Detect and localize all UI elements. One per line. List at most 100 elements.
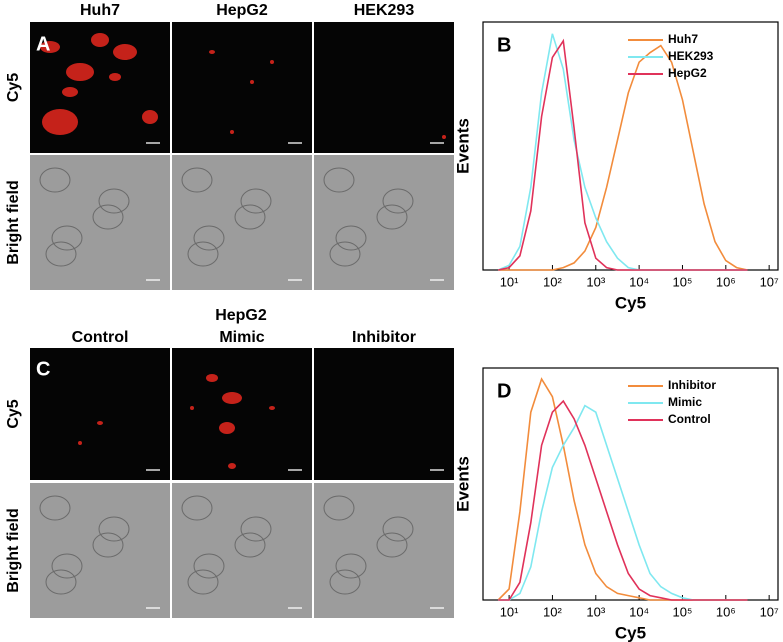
brightfield-image (172, 483, 312, 618)
fluorescence-image (314, 348, 454, 480)
x-tick-label: 10¹ (500, 604, 519, 619)
cell-signal (219, 422, 235, 434)
cell-signal (442, 135, 446, 139)
cell-signal (270, 60, 274, 64)
legend-label: Control (668, 412, 711, 426)
column-label: Control (72, 329, 129, 346)
cell-signal (230, 130, 234, 134)
cell-signal (113, 44, 137, 60)
x-axis-label: Cy5 (615, 623, 646, 642)
panel-label: B (497, 34, 511, 56)
cell-signal (222, 392, 242, 404)
x-tick-label: 10² (543, 604, 562, 619)
cell-outline (240, 188, 272, 214)
cell-outline (181, 495, 213, 521)
cell-outline (45, 569, 77, 595)
row-label: Cy5 (5, 73, 22, 102)
cell-outline (45, 241, 77, 267)
cell-outline (335, 225, 367, 251)
column-label: Inhibitor (352, 329, 416, 346)
legend-label: HepG2 (668, 66, 707, 80)
cell-outline (193, 553, 225, 579)
column-label: HEK293 (354, 2, 415, 19)
column-label: HepG2 (216, 2, 268, 19)
x-tick-label: 10³ (586, 274, 605, 289)
column-label: Huh7 (80, 2, 120, 19)
brightfield-image (314, 483, 454, 618)
legend-label: Mimic (668, 395, 702, 409)
cell-outline (187, 241, 219, 267)
histogram-line (498, 399, 748, 601)
panel-label: A (36, 33, 50, 55)
cell-outline (329, 241, 361, 267)
x-tick-label: 10⁴ (629, 604, 649, 619)
row-label: Cy5 (5, 399, 22, 428)
cell-outline (234, 532, 266, 558)
fluorescence-image (314, 22, 454, 153)
cell-signal (206, 374, 218, 382)
brightfield-image (172, 155, 312, 290)
x-tick-label: 10⁶ (716, 604, 736, 619)
cell-outline (98, 516, 130, 542)
cell-outline (193, 225, 225, 251)
cell-signal (142, 110, 158, 124)
histogram-line (498, 38, 748, 271)
cell-outline (187, 569, 219, 595)
cell-outline (376, 532, 408, 558)
cell-outline (240, 516, 272, 542)
cell-signal (62, 87, 78, 97)
histogram-line (498, 44, 748, 271)
cell-outline (181, 167, 213, 193)
cell-outline (329, 569, 361, 595)
x-tick-label: 10³ (586, 604, 605, 619)
cell-outline (39, 167, 71, 193)
group-label: HepG2 (215, 307, 267, 324)
cell-outline (323, 495, 355, 521)
y-axis-label: Events (453, 118, 472, 174)
cell-outline (234, 204, 266, 230)
cell-signal (190, 406, 194, 410)
cell-signal (40, 41, 60, 53)
cell-signal (66, 63, 94, 81)
cell-outline (376, 204, 408, 230)
cell-outline (92, 532, 124, 558)
cell-signal (269, 406, 275, 410)
x-tick-label: 10⁵ (673, 274, 693, 289)
cell-signal (209, 50, 215, 54)
column-label: Mimic (219, 329, 264, 346)
panel-label: C (36, 358, 50, 380)
x-tick-label: 10² (543, 274, 562, 289)
fluorescence-image (172, 348, 312, 480)
x-axis-label: Cy5 (615, 293, 646, 312)
cell-outline (323, 167, 355, 193)
brightfield-image (30, 155, 170, 290)
row-label: Bright field (5, 180, 22, 264)
fluorescence-image (30, 348, 170, 480)
x-tick-label: 10⁴ (629, 274, 649, 289)
cell-outline (51, 225, 83, 251)
cell-signal (250, 80, 254, 84)
cell-outline (92, 204, 124, 230)
cell-signal (42, 109, 78, 135)
panel-label: D (497, 380, 511, 402)
cell-signal (91, 33, 109, 47)
cell-outline (51, 553, 83, 579)
cell-signal (228, 463, 236, 469)
cell-outline (39, 495, 71, 521)
plot-frame (482, 21, 779, 271)
x-tick-label: 10⁷ (760, 274, 779, 289)
row-label: Bright field (5, 508, 22, 592)
y-axis-label: Events (453, 456, 472, 512)
x-tick-label: 10⁷ (760, 604, 779, 619)
legend-label: HEK293 (668, 49, 714, 63)
cell-outline (98, 188, 130, 214)
x-tick-label: 10¹ (500, 274, 519, 289)
legend-label: Inhibitor (668, 378, 716, 392)
cell-signal (109, 73, 121, 81)
brightfield-image (314, 155, 454, 290)
cell-outline (382, 188, 414, 214)
x-tick-label: 10⁶ (716, 274, 736, 289)
fluorescence-image (172, 22, 312, 153)
cell-outline (335, 553, 367, 579)
